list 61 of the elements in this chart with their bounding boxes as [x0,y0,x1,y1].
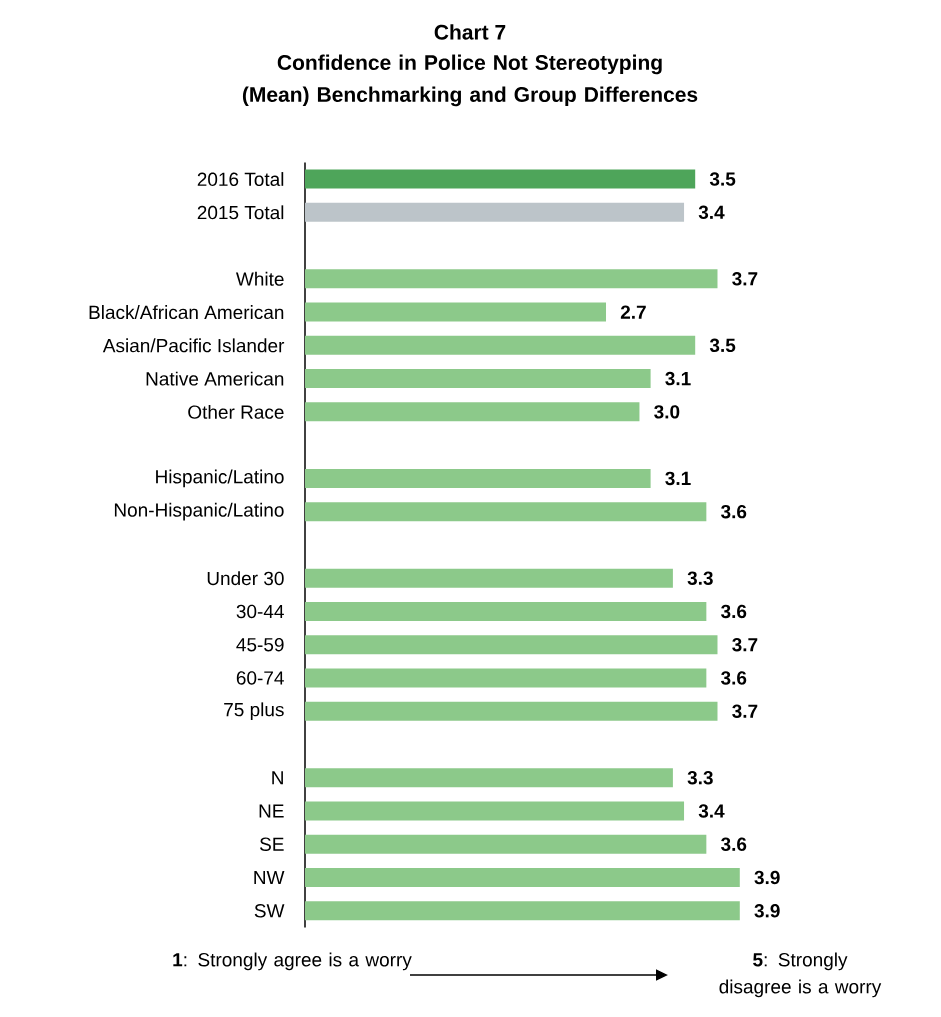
y-tick-label: NE [259,804,284,818]
bar [305,502,707,522]
data-label: 3.1 [665,471,691,486]
bar [305,402,640,422]
data-label: 2.7 [620,305,646,319]
chart-subtitle: Confidence in Police Not Stereotyping (Mean) Benchmarking and Group Differences [242,54,698,107]
y-tick-label: NW [254,870,285,885]
bar [305,834,707,854]
data-label: 3.7 [732,704,758,718]
bar [305,635,718,655]
bar [305,801,685,821]
y-tick-label: Hispanic/Latino [156,469,284,488]
y-tick-label: Native American [146,371,284,386]
bar [305,668,707,688]
y-tick-label: Other Race [188,404,284,419]
data-label: 3.6 [720,837,747,852]
y-tick-label: SE [259,837,284,851]
bar [305,701,718,721]
y-tick-label: 2016 Total [197,172,284,187]
y-tick-label: Non-Hispanic/Latino [114,502,284,521]
data-label: 3.0 [654,405,680,419]
data-label: 3.4 [698,804,725,818]
data-label: 3.4 [698,205,725,220]
data-label: 3.6 [720,671,747,685]
y-tick-label: SW [254,904,285,918]
y-tick-label: 30-44 [236,604,284,619]
bar [305,369,651,389]
data-label: 3.6 [720,504,747,519]
chart-title: Chart 7 [434,24,506,40]
y-tick-label: N [272,771,283,785]
bar [305,169,696,189]
data-label: 3.3 [687,771,713,785]
bar [305,335,696,355]
data-label: 3.3 [687,571,713,585]
bar [305,202,685,222]
text: 5: Strongly disagree is a worry [719,952,882,998]
data-label: 3.9 [754,870,780,885]
y-tick-label: 2015 Total [197,205,284,220]
y-tick-label: 75 plus [224,702,284,721]
data-label: 3.6 [720,604,747,619]
bar [305,601,707,621]
bar [305,302,607,322]
y-tick-label: Under 30 [207,571,284,586]
y-tick-label: White [235,271,284,286]
data-label: 3.5 [709,338,736,353]
y-tick-label: 60-74 [236,671,284,685]
bar [305,868,740,888]
data-label: 3.7 [732,637,758,652]
data-label: 3.1 [665,371,691,386]
bar [305,901,740,921]
y-tick-label: Asian/Pacific Islander [102,338,285,353]
bar [305,768,673,788]
bar [305,468,651,488]
y-tick-label: 45-59 [236,637,284,652]
bar [305,568,673,588]
data-label: 3.7 [732,272,758,286]
text: 1: Strongly agree is a worry [173,952,412,971]
data-label: 3.9 [754,904,780,918]
y-tick-label: Black/African American [89,305,284,320]
bar [305,269,718,289]
data-label: 3.5 [709,172,736,186]
